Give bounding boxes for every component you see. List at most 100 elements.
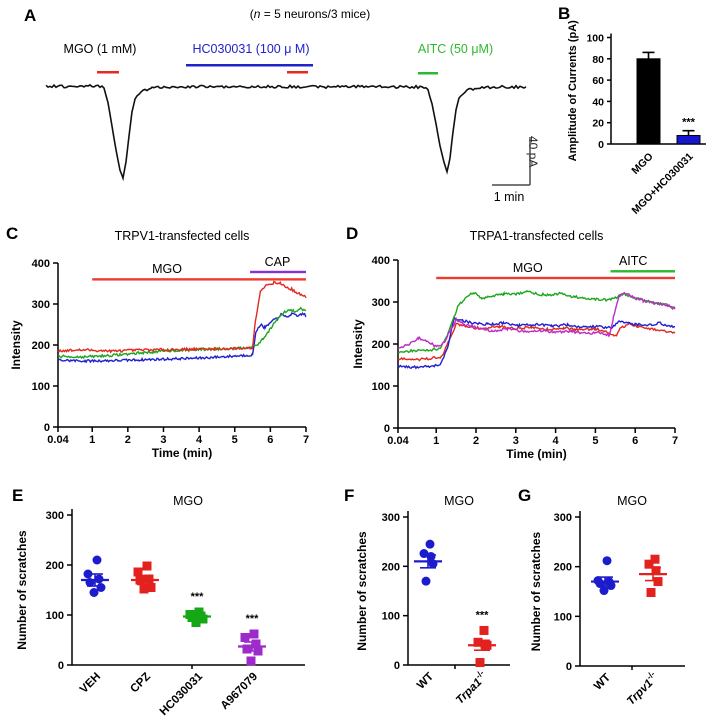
data-point	[89, 588, 99, 597]
sample-size-note: (n = 5 neurons/3 mice)	[249, 7, 371, 21]
x-tick-label: 3	[160, 434, 166, 446]
y-tick-label: 200	[32, 340, 50, 352]
data-point	[650, 554, 660, 564]
y-tick-label: 300	[554, 512, 572, 524]
panel-a-current-trace-chart	[45, 64, 531, 186]
y-tick-label: 40	[592, 96, 604, 108]
data-point	[473, 637, 483, 647]
panel-d-line-chart: TRPA1-transfected cells 0 100 200 300 400 0.04…	[351, 229, 678, 461]
panel-g-scatter-chart: MGO 0 100 200 300 Number of scratches WT Trpv1-…	[529, 494, 685, 708]
stim-bar-3	[418, 72, 438, 75]
panel-f-label: F	[344, 486, 355, 505]
stim-bar-1	[186, 64, 313, 67]
y-tick-label: 100	[586, 33, 604, 45]
y-tick-label: 400	[372, 255, 390, 267]
data-point	[425, 539, 435, 549]
x-tick-label: 2	[125, 434, 131, 446]
panel-c-label: C	[6, 224, 19, 243]
mgo-treatment-label: MGO (1 mM)	[63, 42, 137, 56]
x-axis-label: Time (min)	[152, 446, 212, 460]
x-tick-label: 3	[513, 435, 519, 447]
y-axis-label: Number of scratches	[355, 531, 369, 651]
chart-title: MGO	[617, 494, 647, 508]
x-category-label: HC030031	[158, 670, 206, 718]
y-tick-label: 0	[566, 661, 572, 673]
y-axis-label: Number of scratches	[15, 530, 29, 650]
y-tick-label: 0	[394, 660, 400, 672]
data-point	[92, 555, 102, 565]
stim-bar-MGO	[92, 278, 306, 281]
trace-cell-blue	[397, 315, 676, 370]
panel-e-label: E	[12, 486, 24, 505]
data-point	[240, 633, 250, 642]
aitc-treatment-label: AITC (50 μM)	[417, 42, 494, 56]
stim-bar-CAP	[250, 270, 306, 274]
panel-f-scatter-chart: MGO 0 100 200 300 Number of scratches WT *** Trp…	[355, 494, 510, 707]
panel-a-label: A	[24, 6, 37, 25]
y-tick-label: 300	[372, 297, 390, 309]
y-axis-label: Intensity	[351, 319, 365, 369]
panel-b-bar-chart: 0 20 40 60 80 100 Amplitude of Currents (pA) MG…	[567, 20, 706, 217]
x-tick-label: 0.04	[47, 434, 69, 446]
data-point	[191, 618, 201, 627]
panel-g-label: G	[518, 486, 532, 505]
x-category-label: Trpv1-/-	[622, 669, 661, 708]
y-tick-label: 100	[46, 610, 64, 622]
data-point	[479, 625, 489, 635]
x-tick-label: 2	[473, 435, 479, 447]
chart-title: MGO	[444, 494, 474, 508]
y-tick-label: 300	[32, 299, 50, 311]
data-point	[651, 566, 661, 576]
panel-e-scatter-chart: MGO 0 100 200 300 Number of scratches VEH CPZ **…	[15, 494, 305, 718]
data-point	[251, 639, 261, 649]
x-category-label: MGO	[629, 151, 655, 177]
data-point	[133, 567, 143, 577]
data-point	[482, 640, 492, 650]
x-tick-label: 0.04	[387, 435, 409, 447]
x-tick-label: 6	[267, 434, 273, 446]
panel-b-label: B	[558, 4, 571, 23]
y-tick-label: 100	[382, 611, 400, 623]
y-tick-label: 0	[598, 139, 604, 151]
y-tick-label: 100	[372, 381, 390, 393]
trace-cell-red	[57, 280, 307, 354]
x-category-label: WT	[592, 672, 613, 693]
trace-cell-red	[397, 322, 676, 362]
y-tick-label: 200	[382, 561, 400, 573]
y-axis-label: Intensity	[9, 320, 23, 370]
y-tick-label: 300	[382, 512, 400, 524]
stim-bar-2	[287, 71, 308, 74]
data-point	[146, 583, 156, 592]
trace-cell-magenta	[397, 292, 676, 349]
chart-title: TRPA1-transfected cells	[470, 229, 604, 243]
y-tick-label: 0	[384, 423, 390, 435]
y-tick-label: 400	[32, 258, 50, 270]
data-point	[94, 574, 104, 584]
x-tick-label: 4	[553, 435, 560, 447]
y-axis-label: Number of scratches	[529, 531, 543, 651]
y-tick-label: 300	[46, 510, 64, 522]
y-tick-label: 0	[58, 660, 64, 672]
data-point	[606, 581, 616, 591]
y-tick-label: 200	[372, 339, 390, 351]
x-tick-label: 7	[303, 434, 309, 446]
data-point	[421, 576, 431, 586]
data-point	[83, 569, 93, 579]
data-point	[595, 579, 605, 589]
y-tick-label: 100	[32, 381, 50, 393]
y-tick-label: 80	[592, 54, 604, 66]
x-tick-label: 4	[196, 434, 203, 446]
x-tick-label: 5	[592, 435, 598, 447]
y-tick-label: 60	[592, 75, 604, 87]
significance-stars: ***	[246, 613, 260, 625]
data-point	[253, 646, 263, 656]
x-tick-label: 6	[632, 435, 638, 447]
data-point	[139, 584, 149, 594]
data-point	[653, 577, 663, 587]
chart-title: TRPV1-transfected cells	[115, 229, 250, 243]
x-category-label: CPZ	[128, 671, 153, 696]
data-point	[646, 587, 656, 597]
x-category-label: VEH	[78, 671, 103, 696]
data-point	[187, 613, 197, 622]
